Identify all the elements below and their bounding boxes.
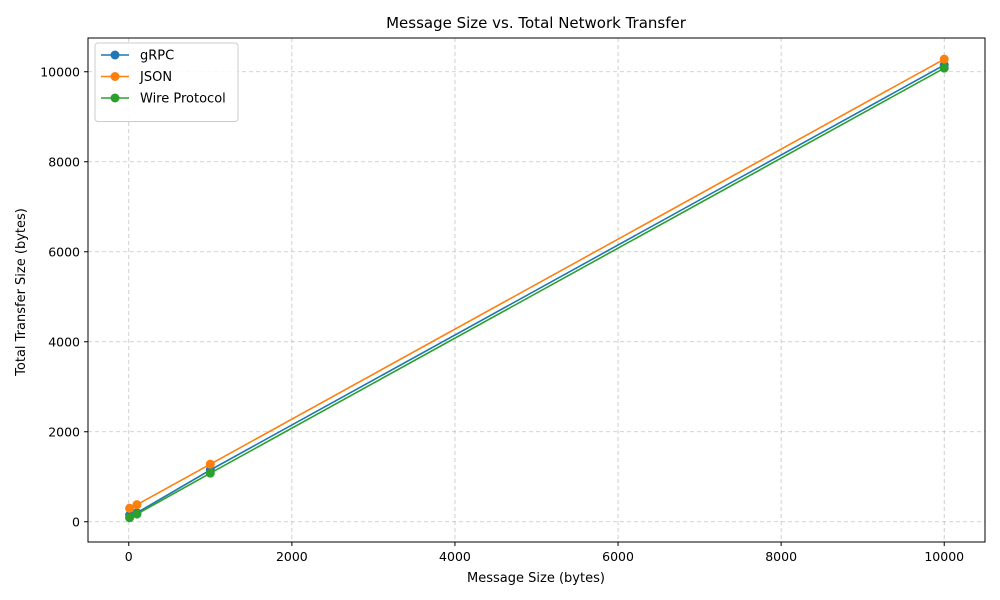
y-axis-title: Total Transfer Size (bytes) (14, 208, 29, 377)
x-tick-label: 6000 (602, 549, 634, 564)
legend-marker-grpc (110, 50, 120, 60)
y-tick-label: 10000 (40, 64, 80, 79)
y-tick-label: 6000 (48, 244, 80, 259)
x-tick-label: 10000 (924, 549, 964, 564)
y-tick-label: 4000 (48, 334, 80, 349)
x-axis-title: Message Size (bytes) (467, 571, 605, 586)
x-tick-label: 2000 (276, 549, 308, 564)
series-grpc (125, 60, 949, 520)
y-tick-label: 2000 (48, 424, 80, 439)
series-line-wire-protocol (129, 67, 945, 519)
series-layer (125, 54, 949, 523)
legend-box (94, 42, 239, 122)
data-point-json (205, 459, 215, 469)
data-point-wire-protocol (939, 63, 949, 73)
grid (88, 38, 985, 542)
data-point-wire-protocol (205, 468, 215, 478)
legend-label-json: JSON (139, 70, 172, 85)
plot-frame (87, 37, 986, 543)
data-point-wire-protocol (132, 509, 142, 519)
legend-marker-wire-protocol (110, 93, 120, 103)
data-point-wire-protocol (125, 513, 135, 523)
data-point-json (132, 500, 142, 510)
y-tick-label: 0 (72, 514, 80, 529)
chart-title: Message Size vs. Total Network Transfer (386, 14, 687, 32)
series-line-json (129, 58, 945, 509)
legend-label-wire-protocol: Wire Protocol (140, 92, 226, 107)
x-tick-label: 4000 (439, 549, 471, 564)
x-tick-label: 8000 (765, 549, 797, 564)
legend-marker-json (110, 72, 120, 81)
x-tick-label: 0 (125, 549, 133, 564)
data-point-json (939, 54, 949, 64)
series-line-grpc (129, 64, 945, 516)
legend-label-grpc: gRPC (140, 49, 174, 64)
series-json (125, 54, 949, 513)
y-tick-label: 8000 (48, 154, 80, 169)
axis-ticks: 0 2000 4000 6000 8000 10000 0 2000 4000 6000 8000 1… (40, 64, 964, 564)
series-wire-protocol (125, 63, 949, 523)
legend: gRPC JSON Wire Protocol (94, 42, 239, 122)
data-point-json (125, 503, 135, 513)
